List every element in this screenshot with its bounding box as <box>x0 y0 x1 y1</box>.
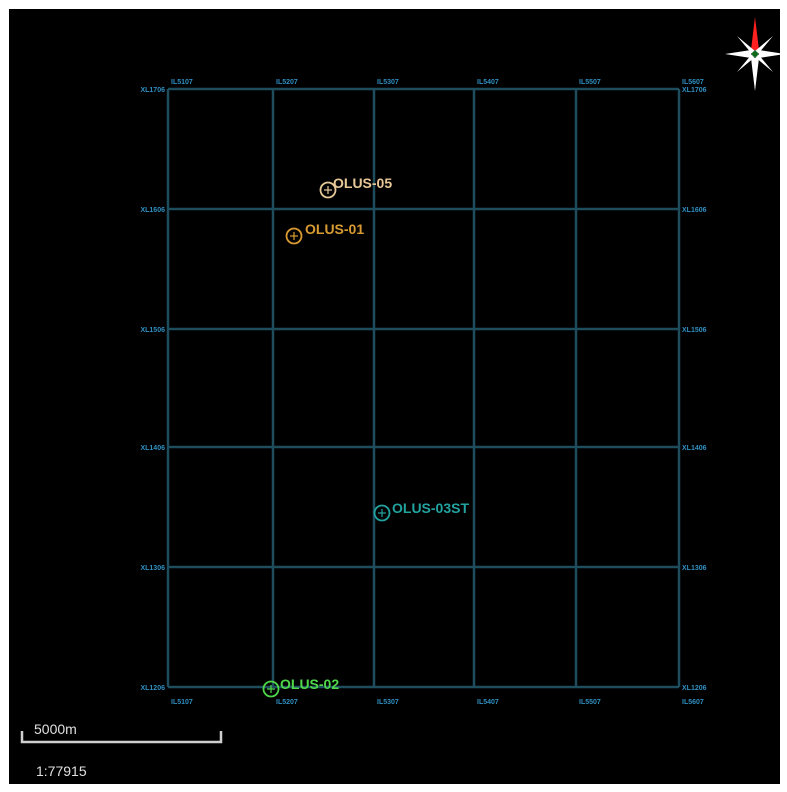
compass-north-arrow-icon <box>725 17 780 91</box>
crossline-label-right: XL1306 <box>682 565 707 572</box>
crossline-labels-left: XL1706 XL1606 XL1506 XL1406 XL1306 XL1206 <box>140 87 165 692</box>
crossline-label-right: XL1506 <box>682 327 707 334</box>
well-marker[interactable]: OLUS-05 <box>319 175 393 199</box>
scale-ratio: 1:77915 <box>36 763 87 779</box>
well-symbol-icon <box>373 504 391 522</box>
scale-bar: 5000m 1:77915 <box>20 721 223 779</box>
well-markers: OLUS-05 OLUS-01 OLUS-03ST OLUS-02 <box>262 175 470 698</box>
crossline-label-left: XL1306 <box>140 565 165 572</box>
well-label: OLUS-02 <box>280 676 339 692</box>
inline-label-top: IL5507 <box>579 79 601 86</box>
crossline-label-right: XL1706 <box>682 87 707 94</box>
inline-label-bottom: IL5107 <box>171 699 193 706</box>
well-symbol-icon <box>319 181 337 199</box>
crossline-label-right: XL1406 <box>682 445 707 452</box>
crossline-labels-right: XL1706 XL1606 XL1506 XL1406 XL1306 XL1206 <box>682 87 707 692</box>
inline-label-top: IL5107 <box>171 79 193 86</box>
inline-label-top: IL5607 <box>682 79 704 86</box>
well-marker[interactable]: OLUS-02 <box>262 676 340 698</box>
crossline-label-left: XL1406 <box>140 445 165 452</box>
inline-label-bottom: IL5407 <box>477 699 499 706</box>
inline-labels-bottom: IL5107 IL5207 IL5307 IL5407 IL5507 IL5607 <box>171 699 704 706</box>
inline-label-bottom: IL5607 <box>682 699 704 706</box>
grid-lines <box>166 87 681 689</box>
well-symbol-icon <box>262 680 280 698</box>
well-marker[interactable]: OLUS-03ST <box>373 500 470 522</box>
north-pointer-icon <box>751 17 759 50</box>
inline-label-bottom: IL5207 <box>276 699 298 706</box>
well-label: OLUS-03ST <box>392 500 469 516</box>
crossline-label-left: XL1206 <box>140 685 165 692</box>
inline-label-top: IL5207 <box>276 79 298 86</box>
map-canvas[interactable]: IL5107 IL5207 IL5307 IL5407 IL5507 IL5607 IL5… <box>9 9 780 784</box>
crossline-label-left: XL1606 <box>140 207 165 214</box>
crossline-label-right: XL1606 <box>682 207 707 214</box>
well-marker[interactable]: OLUS-01 <box>285 221 365 245</box>
crossline-label-left: XL1706 <box>140 87 165 94</box>
inline-label-top: IL5407 <box>477 79 499 86</box>
inline-label-top: IL5307 <box>377 79 399 86</box>
inline-label-bottom: IL5307 <box>377 699 399 706</box>
seismic-basemap: IL5107 IL5207 IL5307 IL5407 IL5507 IL5607 IL5… <box>20 17 780 779</box>
crossline-label-left: XL1506 <box>140 327 165 334</box>
crossline-label-right: XL1206 <box>682 685 707 692</box>
well-label: OLUS-01 <box>305 221 364 237</box>
inline-label-bottom: IL5507 <box>579 699 601 706</box>
well-symbol-icon <box>285 227 303 245</box>
scale-bar-label: 5000m <box>34 721 77 737</box>
well-label: OLUS-05 <box>333 175 392 191</box>
inline-labels-top: IL5107 IL5207 IL5307 IL5407 IL5507 IL5607 <box>171 79 704 86</box>
